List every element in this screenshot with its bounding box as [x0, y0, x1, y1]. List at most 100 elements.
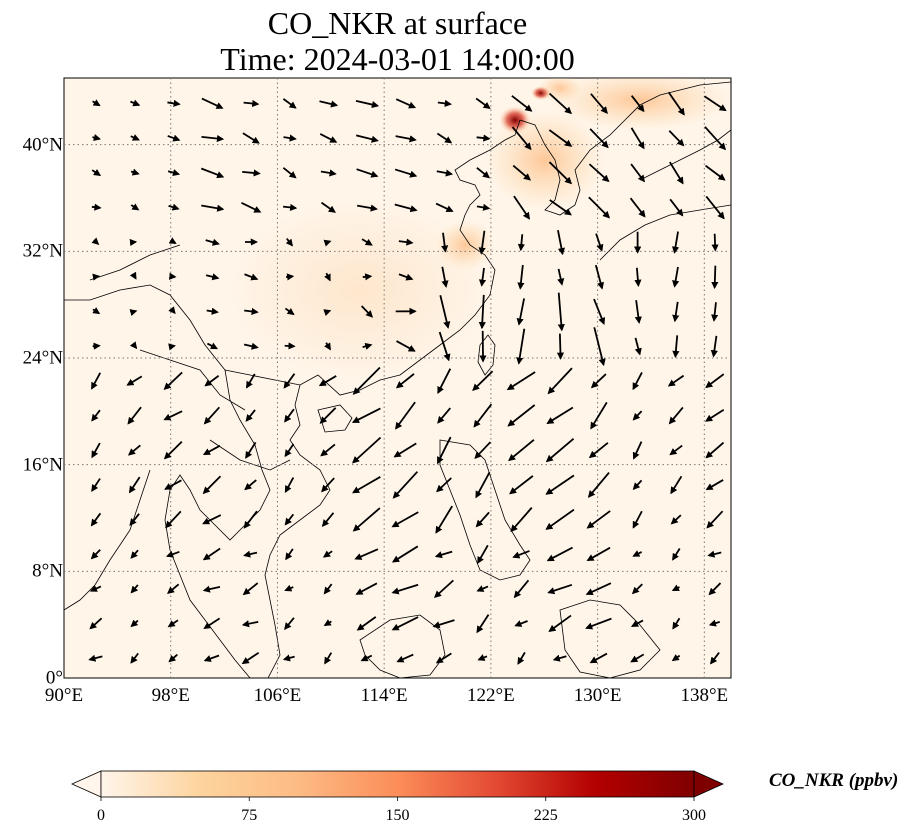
wind-arrow: [595, 233, 604, 252]
wind-arrow: [91, 442, 101, 459]
wind-arrow: [243, 99, 260, 108]
colorbar-label: CO_NKR (ppbv): [769, 770, 899, 791]
wind-arrow: [670, 514, 682, 525]
wind-arrow: [510, 507, 533, 533]
wind-arrow: [585, 582, 612, 596]
colorbar: [71, 770, 724, 801]
wind-arrow: [203, 654, 220, 662]
wind-arrow: [130, 619, 139, 628]
wind-arrow: [634, 337, 642, 356]
wind-arrow: [323, 583, 333, 595]
wind-arrow: [283, 134, 297, 142]
wind-arrow: [517, 264, 525, 290]
wind-arrow: [671, 584, 680, 592]
latitude-tick-label: 16°N: [22, 454, 63, 476]
wind-arrow: [396, 340, 416, 352]
wind-arrow: [705, 195, 725, 220]
wind-arrow: [246, 373, 256, 389]
wind-arrow: [476, 167, 490, 179]
wind-arrow: [478, 230, 486, 255]
wind-arrow: [284, 477, 295, 494]
wind-arrow: [319, 100, 339, 108]
wind-arrow: [284, 307, 295, 316]
wind-arrow: [319, 407, 337, 424]
wind-arrow: [394, 168, 418, 178]
wind-arrow: [705, 479, 724, 491]
wind-arrow: [202, 514, 222, 525]
wind-arrow: [321, 512, 335, 527]
wind-arrow: [703, 95, 727, 112]
wind-arrow: [711, 302, 719, 322]
wind-arrow: [92, 134, 101, 142]
wind-arrow: [436, 132, 453, 144]
longitude-tick-label: 130°E: [573, 685, 622, 706]
wind-arrow: [163, 371, 183, 390]
wind-arrow: [286, 273, 295, 281]
wind-arrow: [243, 510, 258, 529]
wind-arrow: [126, 375, 143, 386]
wind-arrow: [556, 333, 565, 360]
wind-arrow: [710, 335, 718, 358]
wind-arrow: [130, 99, 141, 107]
wind-arrow: [593, 298, 606, 325]
map-plot-area: [63, 77, 732, 679]
wind-arrow: [432, 619, 455, 629]
wind-arrow: [91, 169, 102, 177]
wind-arrow: [320, 169, 337, 177]
wind-arrow: [557, 268, 565, 286]
wind-arrow: [588, 442, 609, 459]
wind-arrow: [435, 202, 454, 212]
wind-arrow: [632, 372, 643, 391]
wind-arrow: [704, 126, 727, 151]
wind-arrow: [546, 406, 574, 424]
wind-arrow: [285, 238, 294, 247]
wind-arrow: [167, 583, 180, 594]
wind-arrow: [393, 442, 417, 458]
wind-arrow: [89, 585, 102, 592]
wind-arrow: [511, 95, 533, 112]
wind-arrow: [324, 652, 333, 665]
wind-arrow: [324, 272, 331, 282]
wind-arrow: [586, 510, 611, 529]
wind-arrow: [668, 406, 684, 425]
wind-arrow: [632, 550, 643, 557]
wind-arrow: [206, 342, 219, 350]
wind-arrow: [395, 98, 417, 109]
wind-arrow: [284, 443, 295, 458]
wind-arrow: [512, 164, 531, 181]
wind-arrow: [436, 436, 452, 465]
wind-arrow: [669, 161, 684, 185]
wind-arrow: [547, 583, 573, 595]
wind-arrow: [585, 617, 612, 630]
colorbar-extend-max: [693, 770, 724, 798]
colorbar-tick-label: 225: [533, 807, 558, 824]
wind-arrow: [127, 444, 141, 456]
longitude-tick-label: 122°E: [467, 685, 515, 706]
wind-arrow: [476, 134, 491, 142]
wind-arrow: [630, 163, 645, 183]
wind-arrow: [241, 201, 262, 213]
wind-arrow: [360, 305, 374, 318]
wind-arrow: [243, 550, 258, 558]
wind-arrow: [671, 654, 681, 662]
wind-arrow: [632, 441, 643, 460]
wind-arrow: [355, 582, 378, 595]
wind-arrow: [477, 544, 489, 564]
wind-arrow: [478, 294, 486, 330]
wind-arrow: [167, 99, 181, 107]
coastlines: [64, 81, 731, 678]
wind-arrow: [243, 342, 259, 350]
wind-arrow: [361, 238, 373, 246]
wind-arrow: [202, 475, 222, 495]
wind-arrow: [632, 410, 643, 421]
wind-arrow: [242, 132, 260, 144]
wind-arrow: [670, 475, 683, 495]
wind-arrow: [669, 444, 683, 456]
wind-arrow: [547, 367, 573, 395]
wind-arrow: [586, 546, 611, 562]
wind-arrow: [168, 306, 176, 315]
wind-arrow: [282, 654, 295, 662]
wind-arrow: [284, 342, 296, 350]
wind-arrow: [92, 273, 100, 281]
